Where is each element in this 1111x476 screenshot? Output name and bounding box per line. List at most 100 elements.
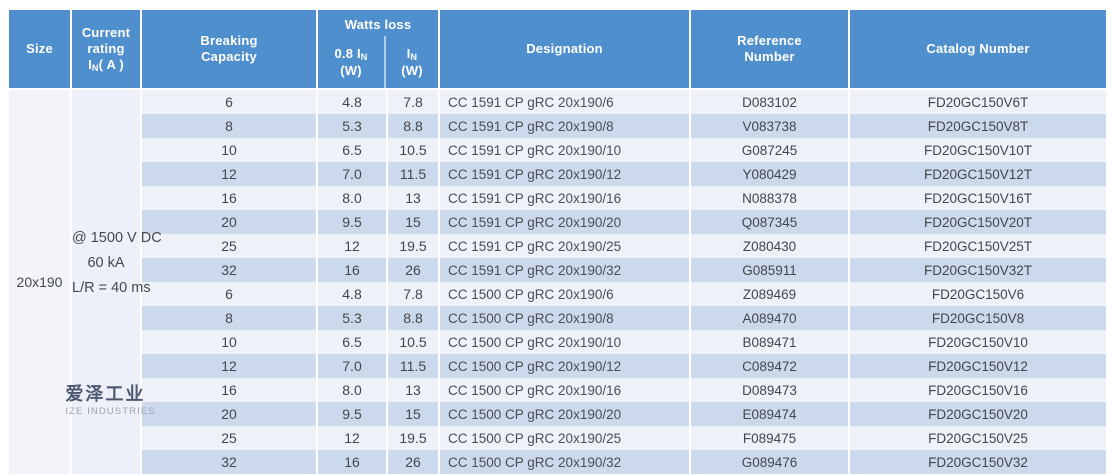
cell-designation: CC 1500 CP gRC 20x190/12 [440,354,689,378]
col-header-watts-08in: 0.8 IN (W) [318,36,386,88]
cell-current-rating: 8 [142,114,316,138]
breaking-line1: Breaking [200,33,258,48]
cell-watts-in: 8.8 [388,114,438,138]
table-row: 8 5.3 8.8 CC 1500 CP gRC 20x190/8 A08947… [9,306,1106,330]
col-header-current-rating: Current rating IN( A ) [72,10,140,90]
cell-watts-08in: 9.5 [318,210,386,234]
cell-current-rating: 6 [142,282,316,306]
ize-logo-text: 爱泽工业 IZE INDUSTRIES [65,385,155,417]
cell-reference-number: Z089469 [691,282,848,306]
cell-designation: CC 1591 CP gRC 20x190/25 [440,234,689,258]
cell-watts-08in: 12 [318,234,386,258]
cell-watts-08in: 4.8 [318,282,386,306]
cell-watts-08in: 7.0 [318,354,386,378]
cell-current-rating: 6 [142,90,316,114]
cell-watts-08in: 8.0 [318,186,386,210]
cell-watts-08in: 7.0 [318,162,386,186]
cell-current-rating: 10 [142,330,316,354]
cell-catalog-number: FD20GC150V6T [850,90,1106,114]
designation-label: Designation [526,41,603,56]
cell-catalog-number: FD20GC150V10 [850,330,1106,354]
fuse-spec-table: Size Current rating IN( A ) Breaking Cap… [7,10,1108,474]
cell-watts-08in: 16 [318,450,386,474]
cell-reference-number: B089471 [691,330,848,354]
table-row: 10 6.5 10.5 CC 1591 CP gRC 20x190/10 G08… [9,138,1106,162]
cell-designation: CC 1500 CP gRC 20x190/20 [440,402,689,426]
cell-watts-in: 15 [388,210,438,234]
table-row: 10 6.5 10.5 CC 1500 CP gRC 20x190/10 B08… [9,330,1106,354]
cell-reference-number: D089473 [691,378,848,402]
cell-reference-number: G089476 [691,450,848,474]
cell-catalog-number: FD20GC150V20 [850,402,1106,426]
cell-reference-number: Z080430 [691,234,848,258]
col-header-watts-in: IN (W) [401,46,423,78]
cell-catalog-number: FD20GC150V8T [850,114,1106,138]
table-row: 16 8.0 13 CC 1500 CP gRC 20x190/16 D0894… [9,378,1106,402]
cell-watts-08in: 8.0 [318,378,386,402]
cell-reference-number: G085911 [691,258,848,282]
table-row: 20 9.5 15 CC 1500 CP gRC 20x190/20 E0894… [9,402,1106,426]
cell-designation: CC 1591 CP gRC 20x190/6 [440,90,689,114]
cell-catalog-number: FD20GC150V20T [850,210,1106,234]
cell-reference-number: C089472 [691,354,848,378]
header-row: Size Current rating IN( A ) Breaking Cap… [9,10,1106,90]
table-row: 20x190 @ 1500 V DC 60 kA L/R = 40 ms 爱泽工… [9,90,1106,474]
cell-designation: CC 1500 CP gRC 20x190/25 [440,426,689,450]
table-row: 20 9.5 15 CC 1591 CP gRC 20x190/20 Q0873… [9,210,1106,234]
breaking-voltage: @ 1500 V DC [72,230,162,246]
size-group-cell: 20x190 [9,90,70,474]
cell-current-rating: 10 [142,138,316,162]
cell-designation: CC 1591 CP gRC 20x190/20 [440,210,689,234]
cell-catalog-number: FD20GC150V12T [850,162,1106,186]
col-header-breaking-capacity: Breaking Capacity [142,10,316,90]
col-header-size: Size [9,10,70,90]
cell-current-rating: 20 [142,210,316,234]
cell-catalog-number: FD20GC150V25T [850,234,1106,258]
cell-catalog-number: FD20GC150V25 [850,426,1106,450]
col-header-size-label: Size [26,41,53,56]
breaking-current: 60 kA [87,255,125,271]
reference-line2: Number [744,49,795,64]
table-body: 20x190 @ 1500 V DC 60 kA L/R = 40 ms 爱泽工… [9,90,1106,474]
cell-reference-number: N088378 [691,186,848,210]
cell-reference-number: A089470 [691,306,848,330]
col-header-catalog-number: Catalog Number [850,10,1106,90]
cell-designation: CC 1591 CP gRC 20x190/8 [440,114,689,138]
table-row: 32 16 26 CC 1500 CP gRC 20x190/32 G08947… [9,450,1106,474]
cell-catalog-number: FD20GC150V32T [850,258,1106,282]
cell-watts-in: 11.5 [388,162,438,186]
cell-catalog-number: FD20GC150V8 [850,306,1106,330]
table-row: 25 12 19.5 CC 1591 CP gRC 20x190/25 Z080… [9,234,1106,258]
cell-catalog-number: FD20GC150V16 [850,378,1106,402]
reference-line1: Reference [737,33,802,48]
cell-catalog-number: FD20GC150V10T [850,138,1106,162]
cell-watts-08in: 16 [318,258,386,282]
watts-loss-label: Watts loss [344,17,412,32]
cell-watts-in: 13 [388,378,438,402]
cell-watts-in: 7.8 [388,282,438,306]
cell-designation: CC 1500 CP gRC 20x190/6 [440,282,689,306]
table-row: 32 16 26 CC 1591 CP gRC 20x190/32 G08591… [9,258,1106,282]
cell-current-rating: 16 [142,378,316,402]
cell-catalog-number: FD20GC150V12 [850,354,1106,378]
cell-watts-in: 19.5 [388,234,438,258]
cell-current-rating: 12 [142,354,316,378]
cell-reference-number: D083102 [691,90,848,114]
size-group-label: 20x190 [16,274,63,290]
cell-reference-number: Y080429 [691,162,848,186]
cell-watts-in: 26 [388,258,438,282]
table-row: 12 7.0 11.5 CC 1591 CP gRC 20x190/12 Y08… [9,162,1106,186]
cell-watts-08in: 9.5 [318,402,386,426]
cell-designation: CC 1500 CP gRC 20x190/10 [440,330,689,354]
cell-watts-in: 11.5 [388,354,438,378]
cell-designation: CC 1500 CP gRC 20x190/8 [440,306,689,330]
cell-current-rating: 25 [142,426,316,450]
cell-designation: CC 1591 CP gRC 20x190/10 [440,138,689,162]
current-line2: rating [87,41,125,56]
ize-logo-english: IZE INDUSTRIES [65,405,156,417]
cell-catalog-number: FD20GC150V6 [850,282,1106,306]
cell-current-rating: 8 [142,306,316,330]
cell-catalog-number: FD20GC150V32 [850,450,1106,474]
col-header-designation: Designation [440,10,689,90]
